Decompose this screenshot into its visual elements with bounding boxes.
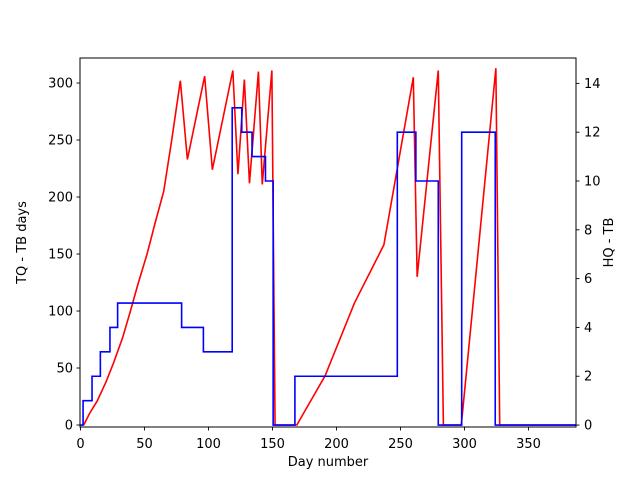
- x-tick-label: 250: [388, 437, 413, 452]
- x-tick-label: 0: [76, 437, 84, 452]
- right-y-tick-label: 8: [584, 223, 592, 238]
- right-y-tick-label: 10: [584, 175, 601, 190]
- right-y-tick-label: 6: [584, 272, 592, 287]
- right-y-tick-label: 0: [584, 419, 592, 434]
- x-axis-label: Day number: [288, 455, 369, 470]
- x-tick-label: 350: [516, 437, 541, 452]
- x-tick-label: 300: [452, 437, 477, 452]
- x-tick-label: 150: [260, 437, 285, 452]
- left-y-tick-label: 300: [48, 77, 73, 92]
- x-tick-label: 100: [196, 437, 221, 452]
- left-y-tick-label: 100: [48, 305, 73, 320]
- left-y-tick-label: 0: [65, 419, 73, 434]
- right-y-tick-label: 4: [584, 321, 592, 336]
- x-tick-label: 50: [136, 437, 153, 452]
- right-y-tick-label: 12: [584, 126, 601, 141]
- plot-border: [79, 57, 577, 428]
- series-group: [80, 68, 576, 426]
- left-y-tick-label: 50: [56, 362, 73, 377]
- left-y-tick-label: 150: [48, 248, 73, 263]
- x-tick-label: 200: [324, 437, 349, 452]
- axes-group: 0 50 100 150 200 250 300 350 0 50 100 150 200 250 300 0…: [48, 57, 601, 452]
- left-y-axis-label: TQ - TB days: [15, 201, 30, 285]
- tq-tb-days-line: [82, 68, 576, 426]
- left-y-tick-label: 250: [48, 134, 73, 149]
- hq-tb-line: [80, 106, 576, 426]
- right-y-tick-label: 2: [584, 370, 592, 385]
- left-y-tick-label: 200: [48, 191, 73, 206]
- right-y-tick-label: 14: [584, 77, 601, 92]
- right-y-axis-label: HQ - TB: [602, 218, 617, 268]
